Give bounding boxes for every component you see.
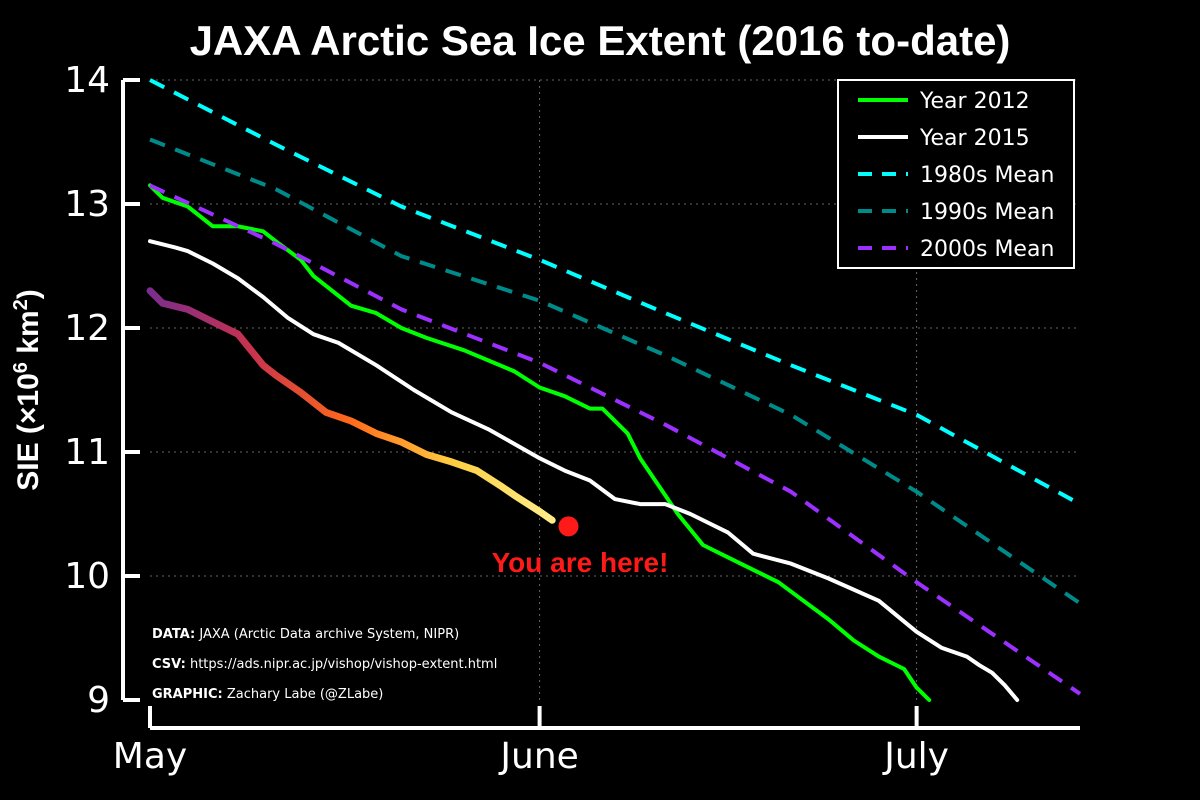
y-axis-label: SIE (×106 km2) bbox=[10, 289, 45, 491]
ylabel-unit: km bbox=[12, 310, 45, 362]
series-1990s-mean bbox=[149, 137, 1082, 605]
axes bbox=[121, 78, 1080, 730]
y-tick-labels: 14 13 12 11 10 9 bbox=[64, 60, 110, 721]
series-2000s-mean bbox=[149, 183, 1082, 696]
ylabel-exp: 6 bbox=[10, 362, 32, 373]
credit-line: GRAPHIC: Zachary Labe (@ZLabe) bbox=[152, 687, 383, 702]
ylabel-suffix: ) bbox=[12, 289, 45, 299]
credit-text: JAXA (Arctic Data archive System, NIPR) bbox=[195, 627, 459, 642]
legend-box bbox=[837, 79, 1075, 269]
series-2016 bbox=[146, 287, 556, 524]
series-lines bbox=[146, 78, 1082, 702]
ylabel-exp2: 2 bbox=[10, 299, 32, 310]
y-tick-label: 12 bbox=[64, 308, 110, 349]
legend-label: 1980s Mean bbox=[920, 163, 1054, 188]
credit-label: DATA: bbox=[152, 627, 195, 642]
legend-label: 1990s Mean bbox=[920, 200, 1054, 225]
series-year-2012 bbox=[148, 183, 932, 702]
x-tick-label: July bbox=[882, 736, 949, 777]
credit-text: Zachary Labe (@ZLabe) bbox=[223, 687, 384, 702]
y-tick-label: 10 bbox=[64, 556, 110, 597]
credit-line: CSV: https://ads.nipr.ac.jp/vishop/visho… bbox=[152, 657, 497, 672]
current-position-marker bbox=[558, 516, 579, 537]
series-year-2015 bbox=[148, 239, 1020, 702]
credit-line: DATA: JAXA (Arctic Data archive System, … bbox=[152, 627, 459, 642]
x-tick-labels: May June July bbox=[113, 736, 949, 777]
you-are-here-label: You are here! bbox=[492, 547, 669, 578]
credit-label: GRAPHIC: bbox=[152, 687, 223, 702]
legend: Year 2012 Year 2015 1980s Mean 1990s Mean 20… bbox=[837, 79, 1075, 269]
y-tick-label: 9 bbox=[87, 680, 110, 721]
y-tick-label: 11 bbox=[64, 432, 110, 473]
y-tick-label: 14 bbox=[64, 60, 110, 101]
legend-label: Year 2015 bbox=[919, 126, 1030, 151]
legend-label: 2000s Mean bbox=[920, 237, 1054, 262]
legend-label: Year 2012 bbox=[919, 89, 1030, 114]
credit-label: CSV: bbox=[152, 657, 186, 672]
ylabel-prefix: SIE (×10 bbox=[12, 373, 45, 491]
series-1980s-mean bbox=[149, 78, 1081, 506]
y-tick-label: 13 bbox=[64, 184, 110, 225]
x-tick-label: May bbox=[113, 736, 187, 777]
chart-title: JAXA Arctic Sea Ice Extent (2016 to-date… bbox=[190, 17, 1011, 64]
x-tick-label: June bbox=[498, 736, 578, 777]
credit-text: https://ads.nipr.ac.jp/vishop/vishop-ext… bbox=[186, 657, 498, 672]
credits: DATA: JAXA (Arctic Data archive System, … bbox=[152, 627, 497, 702]
